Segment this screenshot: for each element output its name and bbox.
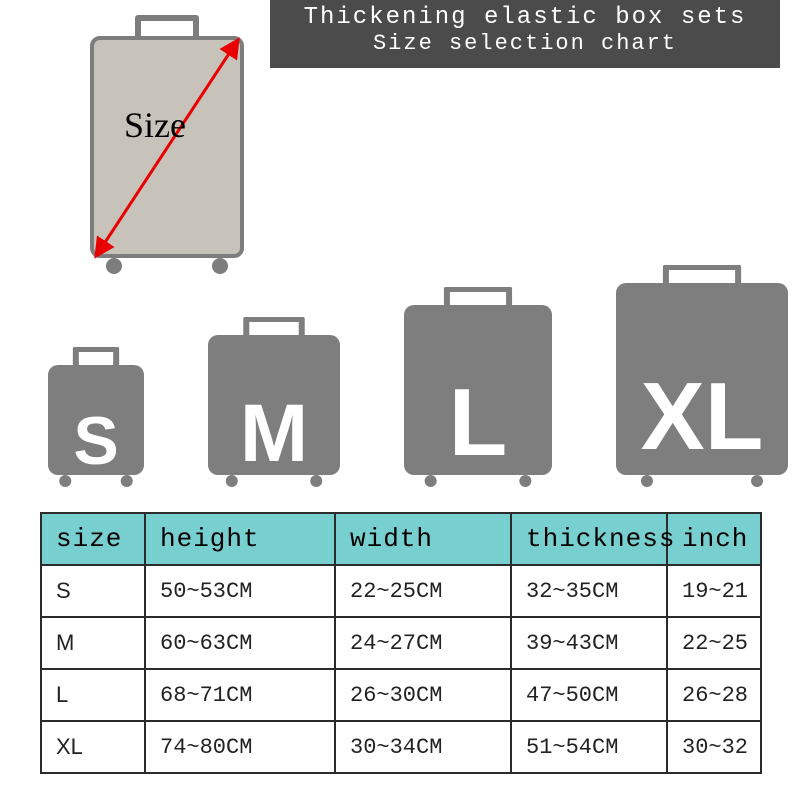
table-row: S50~53CM22~25CM32~35CM19~21 xyxy=(41,565,761,617)
table-cell-width: 24~27CM xyxy=(335,617,511,669)
suitcase-s: S xyxy=(48,347,144,487)
table-header-size: size xyxy=(41,513,145,565)
suitcase-label: S xyxy=(48,407,144,475)
suitcase-xl: XL xyxy=(616,265,788,487)
table-cell-inch: 26~28 xyxy=(667,669,761,721)
table-cell-thickness: 47~50CM xyxy=(511,669,667,721)
table-cell-size: XL xyxy=(41,721,145,773)
reference-suitcase: Size xyxy=(74,10,260,278)
banner-line2: Size selection chart xyxy=(270,31,780,56)
suitcase-label: L xyxy=(404,375,552,471)
table-cell-width: 26~30CM xyxy=(335,669,511,721)
table-cell-height: 60~63CM xyxy=(145,617,335,669)
table-header-height: height xyxy=(145,513,335,565)
size-arrow-label: Size xyxy=(124,104,186,146)
table-header-thickness: thickness xyxy=(511,513,667,565)
suitcase-label: XL xyxy=(616,369,788,465)
suitcase-size-row: S M L XL xyxy=(48,279,768,487)
table-cell-width: 30~34CM xyxy=(335,721,511,773)
banner-line1: Thickening elastic box sets xyxy=(270,4,780,31)
table-cell-thickness: 51~54CM xyxy=(511,721,667,773)
table-cell-inch: 30~32 xyxy=(667,721,761,773)
table-cell-size: M xyxy=(41,617,145,669)
table-cell-height: 68~71CM xyxy=(145,669,335,721)
table-cell-inch: 19~21 xyxy=(667,565,761,617)
table-row: XL74~80CM30~34CM51~54CM30~32 xyxy=(41,721,761,773)
suitcase-label: M xyxy=(208,393,340,475)
title-banner: Thickening elastic box sets Size selecti… xyxy=(270,0,780,68)
size-table: sizeheightwidththicknessinchS50~53CM22~2… xyxy=(40,512,762,774)
table-cell-thickness: 39~43CM xyxy=(511,617,667,669)
table-header-inch: inch xyxy=(667,513,761,565)
table-cell-size: S xyxy=(41,565,145,617)
table-row: M60~63CM24~27CM39~43CM22~25 xyxy=(41,617,761,669)
table-row: L68~71CM26~30CM47~50CM26~28 xyxy=(41,669,761,721)
table-cell-height: 74~80CM xyxy=(145,721,335,773)
suitcase-m: M xyxy=(208,317,340,487)
table-cell-thickness: 32~35CM xyxy=(511,565,667,617)
table-cell-height: 50~53CM xyxy=(145,565,335,617)
suitcase-l: L xyxy=(404,287,552,487)
table-cell-width: 22~25CM xyxy=(335,565,511,617)
table-cell-inch: 22~25 xyxy=(667,617,761,669)
table-header-width: width xyxy=(335,513,511,565)
table-cell-size: L xyxy=(41,669,145,721)
